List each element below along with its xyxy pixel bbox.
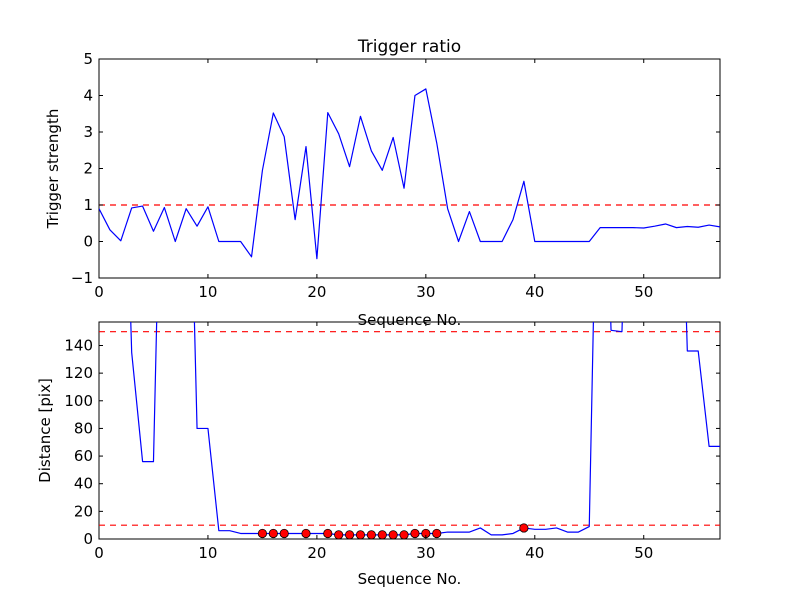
data-point-marker [410, 528, 420, 539]
y-tick-label: 1 [83, 196, 93, 214]
series-line [99, 88, 720, 260]
y-tick-label: 2 [83, 160, 93, 178]
y-tick-label: 3 [83, 123, 93, 141]
x-tick-label: 0 [94, 283, 104, 301]
data-point-marker [377, 530, 387, 540]
y-tick-label: 5 [83, 50, 93, 68]
y-tick-label: 120 [64, 364, 93, 382]
chart-distance: 0 10 20 30 40 50 0 20 40 60 80 100 120 140 Sequence N… [36, 321, 721, 588]
threshold-layer [99, 331, 720, 526]
y-tick-label: 80 [74, 419, 93, 437]
data-point-marker [399, 530, 409, 540]
x-tick-label: 30 [416, 283, 435, 301]
data-point-marker [279, 528, 289, 539]
x-axis-label: Sequence No. [358, 311, 462, 329]
x-tick-label: 40 [525, 283, 544, 301]
line-layer [130, 322, 720, 536]
tick-layer: 0 10 20 30 40 50 0 20 40 60 80 100 120 140 [64, 322, 720, 562]
data-point-marker [355, 530, 366, 540]
data-point-marker [268, 528, 278, 539]
line-layer [99, 88, 720, 260]
y-axis-label: Distance [pix] [36, 378, 54, 483]
y-tick-label: 140 [64, 336, 93, 354]
data-point-marker [519, 523, 529, 533]
y-tick-label: 4 [83, 87, 93, 105]
y-tick-label: 20 [74, 502, 93, 520]
data-point-marker [257, 528, 268, 539]
plot-frame [98, 321, 721, 540]
y-tick-label: 0 [83, 233, 93, 251]
chart-title: Trigger ratio [357, 37, 461, 57]
y-tick-label: 40 [74, 475, 93, 493]
x-tick-label: 20 [307, 544, 326, 562]
x-tick-label: 0 [94, 544, 104, 562]
x-tick-label: 10 [198, 283, 217, 301]
data-point-marker [388, 530, 398, 540]
y-axis-label: Trigger strength [44, 109, 62, 230]
x-tick-label: 50 [634, 283, 653, 301]
x-tick-label: 50 [634, 544, 653, 562]
data-point-marker [344, 530, 355, 540]
data-point-marker [301, 528, 311, 539]
x-tick-label: 30 [416, 544, 435, 562]
x-tick-label: 40 [525, 544, 544, 562]
x-tick-label: 10 [198, 544, 217, 562]
x-tick-label: 20 [307, 283, 326, 301]
plot-frame [98, 58, 721, 279]
y-tick-label: 60 [74, 447, 93, 465]
y-tick-label: 0 [83, 530, 93, 548]
series-line [130, 322, 720, 536]
data-point-marker [366, 530, 376, 540]
y-tick-label: 100 [64, 392, 93, 410]
data-point-marker [432, 528, 442, 539]
marker-layer [257, 523, 529, 540]
data-point-marker [334, 530, 344, 540]
y-tick-label: −1 [71, 269, 93, 287]
data-point-marker [323, 528, 333, 539]
x-axis-label: Sequence No. [358, 570, 462, 588]
